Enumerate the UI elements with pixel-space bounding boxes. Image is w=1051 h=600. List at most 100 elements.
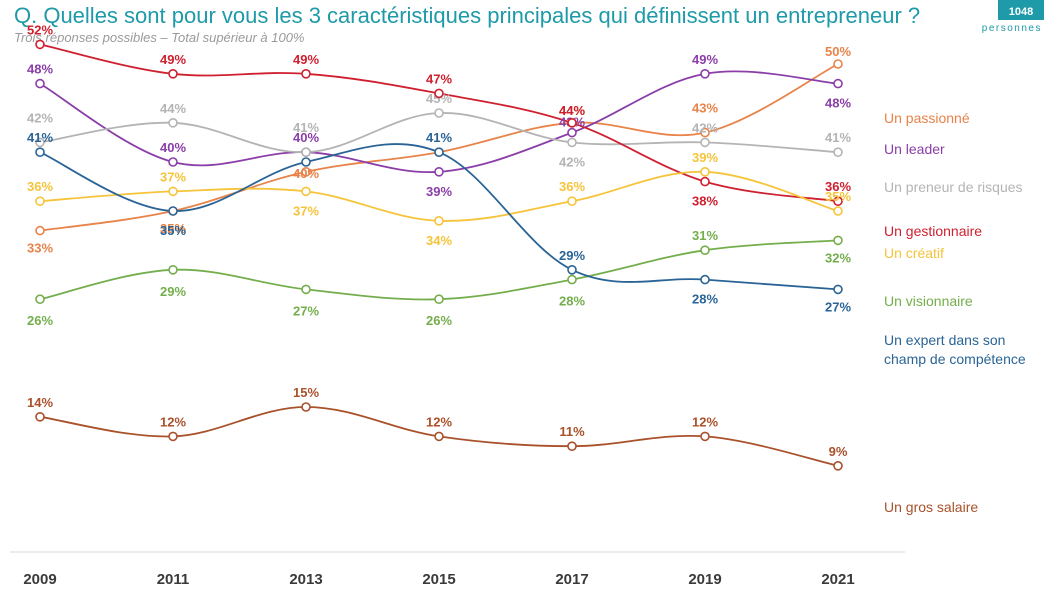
data-point (434, 431, 444, 442)
data-point (301, 147, 311, 157)
data-point (35, 78, 45, 89)
data-label: 37% (293, 203, 319, 218)
data-label: 14% (27, 395, 53, 410)
data-point (567, 264, 577, 275)
data-point (833, 284, 843, 295)
x-tick-label: 2019 (688, 571, 721, 588)
data-label: 41% (825, 130, 851, 145)
data-label: 12% (692, 414, 718, 429)
data-label: 41% (293, 120, 319, 135)
data-point (833, 460, 843, 471)
legend-entry: Un gestionnaire (884, 223, 982, 239)
data-point (567, 137, 577, 148)
data-label: 35% (160, 223, 186, 238)
data-point (567, 441, 577, 452)
data-label: 40% (160, 140, 186, 155)
x-tick-label: 2017 (555, 571, 588, 588)
data-point (434, 294, 444, 305)
data-label: 41% (27, 130, 53, 145)
data-point (567, 274, 577, 285)
legend-entry: Un expert dans son (884, 332, 1005, 348)
data-label: 47% (426, 71, 452, 86)
chart-subtitle: Trois réponses possibles – Total supérie… (14, 30, 305, 45)
data-point (301, 186, 311, 197)
data-label: 27% (825, 299, 851, 314)
data-point (301, 69, 311, 79)
data-point (168, 118, 178, 128)
data-label: 45% (426, 91, 452, 106)
data-label: 42% (27, 110, 53, 125)
data-label: 41% (426, 130, 452, 145)
data-point (35, 196, 45, 206)
data-point (434, 147, 444, 157)
data-point (833, 147, 843, 157)
badge-number: 1048 (998, 0, 1044, 20)
x-tick-label: 2015 (422, 571, 455, 588)
legend-entry: Un passionné (884, 110, 970, 126)
data-label: 39% (426, 184, 452, 199)
data-point (567, 118, 577, 128)
data-label: 35% (160, 221, 186, 236)
data-label: 26% (426, 313, 452, 328)
data-label: 29% (559, 248, 585, 263)
data-point (700, 137, 710, 148)
data-point (35, 225, 45, 236)
data-label: 40% (293, 166, 319, 181)
data-label: 9% (829, 444, 848, 459)
data-point (567, 196, 577, 206)
data-label: 44% (559, 103, 585, 118)
data-point (434, 216, 444, 226)
data-point (700, 69, 710, 79)
data-label: 48% (27, 62, 53, 77)
data-label: 26% (27, 313, 53, 328)
legend-entry: Un leader (884, 141, 945, 157)
data-point (700, 127, 710, 138)
data-point (35, 294, 45, 305)
data-point (434, 108, 444, 118)
data-point (301, 167, 311, 177)
data-point (700, 245, 710, 255)
data-point (567, 127, 577, 138)
data-label: 43% (692, 101, 718, 116)
data-point (301, 402, 311, 412)
data-label: 38% (692, 194, 718, 209)
data-point (700, 167, 710, 177)
respondents-badge: 1048 personnes (968, 0, 1044, 42)
data-label: 29% (160, 284, 186, 299)
data-point (700, 176, 710, 187)
x-tick-label: 2021 (821, 571, 854, 588)
data-point (700, 431, 710, 442)
data-point (833, 196, 843, 206)
data-label: 32% (825, 250, 851, 265)
data-label: 33% (27, 241, 53, 256)
legend-entry: Un créatif (884, 245, 944, 261)
data-label: 37% (160, 169, 186, 184)
data-label: 35% (825, 189, 851, 204)
data-label: 11% (559, 424, 585, 439)
data-point (301, 157, 311, 167)
data-label: 27% (293, 303, 319, 318)
data-label: 12% (426, 414, 452, 429)
data-label: 42% (559, 154, 585, 169)
data-point (301, 284, 311, 295)
data-label: 36% (27, 179, 53, 194)
data-label: 44% (559, 103, 585, 118)
data-point (434, 88, 444, 99)
data-label: 48% (825, 96, 851, 111)
data-label: 50% (825, 44, 851, 59)
data-point (700, 274, 710, 285)
data-label: 15% (293, 385, 319, 400)
data-label: 28% (692, 292, 718, 307)
data-point (168, 186, 178, 197)
data-label: 36% (825, 179, 851, 194)
data-point (35, 147, 45, 157)
data-point (35, 39, 45, 50)
chart-title: Q. Quelles sont pour vous les 3 caractér… (14, 3, 921, 28)
data-point (833, 59, 843, 69)
data-label: 28% (559, 294, 585, 309)
data-label: 49% (293, 52, 319, 67)
data-label: 34% (426, 233, 452, 248)
legend-entry: Un preneur de risques (884, 179, 1023, 195)
data-label: 52% (27, 22, 53, 37)
